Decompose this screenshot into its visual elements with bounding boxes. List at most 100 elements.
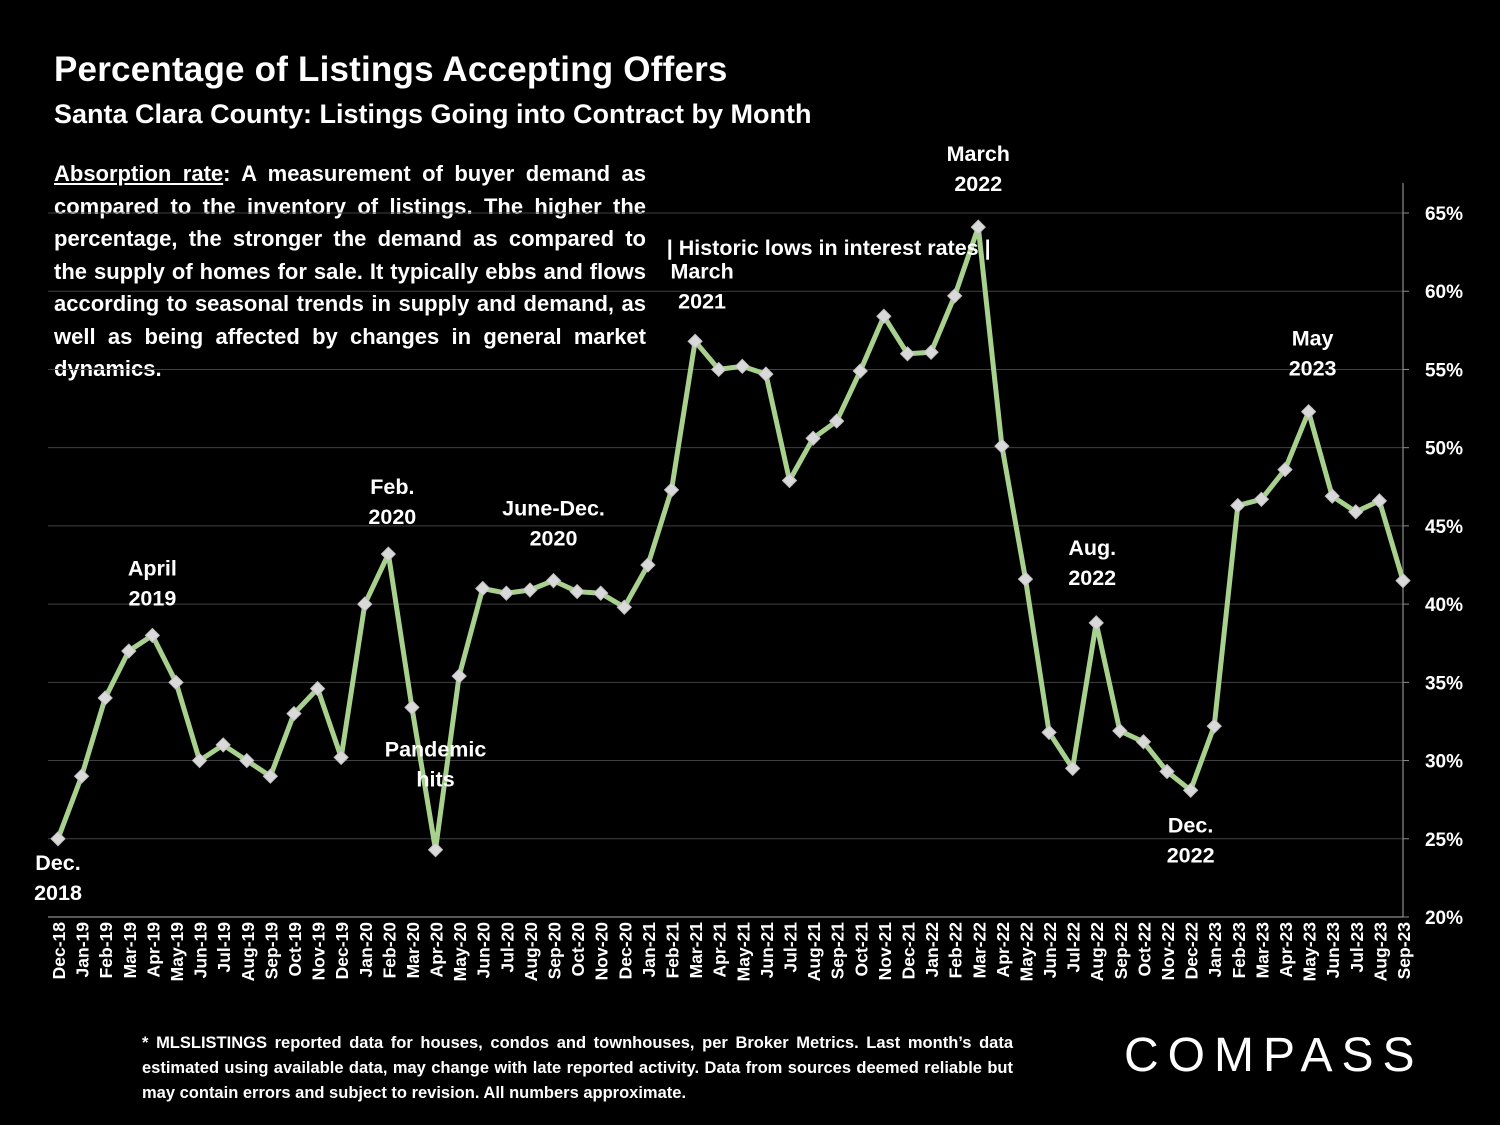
data-point xyxy=(734,358,751,375)
x-tick-label: Nov-21 xyxy=(875,922,895,981)
y-tick-label: 45% xyxy=(1425,517,1463,538)
x-tick-label: Aug-19 xyxy=(238,922,258,982)
data-point xyxy=(357,596,373,612)
data-point xyxy=(758,366,774,382)
data-point xyxy=(593,585,609,601)
data-point xyxy=(1277,461,1293,478)
data-point xyxy=(923,344,939,360)
data-point xyxy=(1112,723,1128,739)
data-point xyxy=(1324,488,1340,504)
data-point xyxy=(451,668,467,684)
data-point xyxy=(475,580,491,597)
x-tick-label: Nov-19 xyxy=(309,922,329,981)
annotation-label: June-Dec. xyxy=(502,497,605,521)
data-point xyxy=(1159,763,1175,780)
x-tick-label: May-22 xyxy=(1016,922,1036,982)
data-point xyxy=(333,749,349,766)
x-tick-label: Feb-20 xyxy=(379,922,399,979)
x-tick-label: Sep-20 xyxy=(545,922,565,980)
x-tick-label: Aug-20 xyxy=(521,922,541,982)
data-point xyxy=(522,582,538,598)
data-point xyxy=(852,363,868,379)
data-point xyxy=(404,699,420,716)
x-tick-label: Sep-23 xyxy=(1394,922,1414,980)
x-tick-label: Jan-20 xyxy=(356,922,376,978)
x-tick-label: Feb-19 xyxy=(96,922,116,979)
y-tick-label: 25% xyxy=(1425,830,1463,851)
data-point xyxy=(1348,504,1364,520)
axes xyxy=(48,183,1409,918)
data-point xyxy=(262,768,279,784)
x-tick-label: Aug-23 xyxy=(1370,922,1390,982)
x-tick-label: Dec-21 xyxy=(898,922,918,980)
x-tick-label: Jun-21 xyxy=(757,922,777,979)
x-tick-label: Jun-20 xyxy=(474,922,494,979)
x-tick-label: Apr-23 xyxy=(1276,922,1296,978)
y-tick-label: 60% xyxy=(1425,282,1463,303)
annotation-label: 2022 xyxy=(1068,566,1116,590)
footnote: * MLSLISTINGS reported data for houses, … xyxy=(142,1034,1013,1102)
x-tick-label: Aug-21 xyxy=(804,922,824,982)
data-point xyxy=(876,308,892,324)
y-tick-label: 35% xyxy=(1425,673,1463,694)
data-point xyxy=(899,346,916,362)
data-point xyxy=(687,333,703,349)
x-tick-label: Jul-22 xyxy=(1064,922,1084,973)
annotation-label: March xyxy=(670,259,733,283)
data-point xyxy=(498,585,515,601)
annotation-label: 2022 xyxy=(1167,843,1215,867)
x-tick-label: Oct-19 xyxy=(285,922,305,977)
annotation-label: May xyxy=(1292,327,1334,351)
annotations: Dec. 2018 April 2019 Feb. 2020 Pandemic hits Jun… xyxy=(34,142,1336,905)
x-tick-label: Mar-23 xyxy=(1252,922,1272,979)
y-tick-label: 50% xyxy=(1425,439,1463,460)
x-tick-label: Jul-19 xyxy=(214,922,234,973)
data-point xyxy=(309,680,326,697)
annotation-label: | Historic lows in interest rates | xyxy=(667,236,991,260)
x-tick-label: May-21 xyxy=(733,922,753,982)
data-point xyxy=(191,752,208,769)
x-tick-label: Mar-22 xyxy=(969,922,989,979)
chart-subtitle: Santa Clara County: Listings Going into … xyxy=(54,99,812,129)
chart-title: Percentage of Listings Accepting Offers xyxy=(54,50,728,89)
y-tick-label: 55% xyxy=(1425,360,1463,381)
x-tick-label: Mar-21 xyxy=(686,922,706,979)
data-point xyxy=(427,842,444,858)
data-point xyxy=(828,413,845,429)
y-tick-label: 20% xyxy=(1425,908,1463,929)
annotation-label: 2020 xyxy=(530,527,578,551)
data-point xyxy=(1395,572,1411,589)
data-point xyxy=(73,768,90,784)
x-tick-label: Jan-21 xyxy=(639,922,659,978)
x-tick-label: May-20 xyxy=(450,922,470,982)
annotation-label: Dec. xyxy=(35,851,80,875)
data-point xyxy=(1064,760,1081,777)
x-tick-label: Dec-18 xyxy=(49,922,69,980)
x-tick-label: Aug-22 xyxy=(1087,922,1107,982)
annotation-label: 2020 xyxy=(368,505,416,529)
y-tick-labels: 20% 25% 30% 35% 40% 45% 50% 55% 60% 65% xyxy=(1425,204,1463,929)
x-tick-label: Nov-22 xyxy=(1158,922,1178,981)
data-point xyxy=(215,737,231,753)
data-point xyxy=(380,546,397,562)
data-point xyxy=(640,557,656,573)
data-point xyxy=(1041,724,1057,741)
annotation-label: 2019 xyxy=(128,586,176,610)
data-point xyxy=(1017,571,1034,587)
x-tick-label: Feb-22 xyxy=(946,922,966,979)
x-tick-label: Apr-19 xyxy=(143,922,163,978)
x-tick-label: Feb-23 xyxy=(1229,922,1249,979)
y-tick-label: 30% xyxy=(1425,752,1463,773)
x-tick-label: Dec-20 xyxy=(615,922,635,980)
data-point xyxy=(805,430,821,446)
series-line-path xyxy=(55,224,1406,853)
annotation-label: 2023 xyxy=(1289,357,1337,381)
compass-logo: COMPASS xyxy=(1124,1029,1424,1082)
x-tick-label: Jan-23 xyxy=(1205,922,1225,978)
annotation-label: Pandemic xyxy=(385,738,487,762)
x-tick-label: Jul-21 xyxy=(780,922,800,973)
data-point xyxy=(569,583,585,600)
x-tick-label: Jul-20 xyxy=(497,922,517,973)
x-tick-label: Oct-20 xyxy=(568,922,588,977)
annotation-label: 2021 xyxy=(678,289,726,313)
